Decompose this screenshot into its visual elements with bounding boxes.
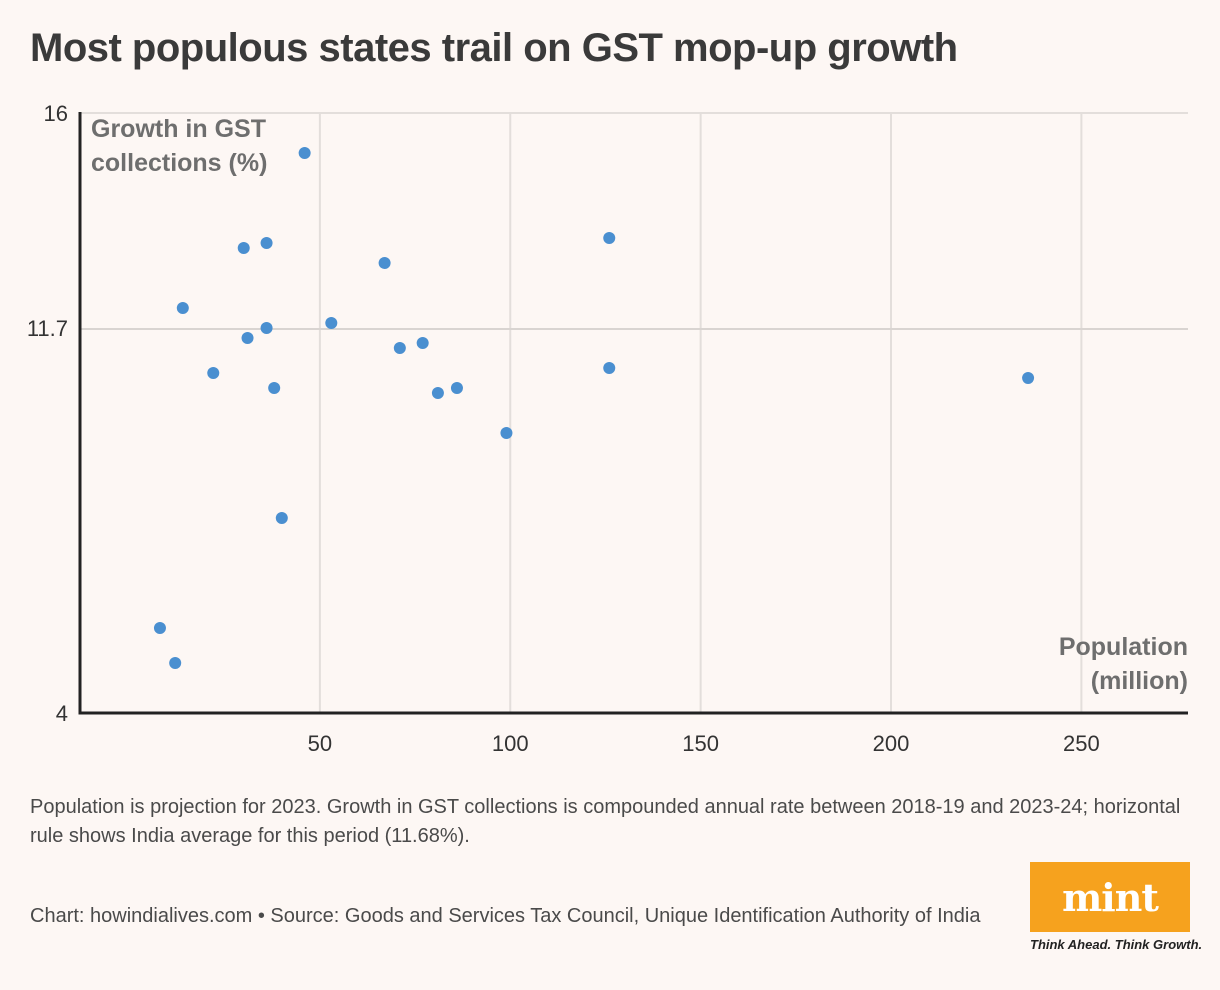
data-point-6 — [260, 322, 273, 334]
data-point-4 — [603, 232, 616, 244]
data-point-18 — [275, 512, 288, 524]
data-point-12 — [268, 382, 281, 394]
chart-title: Most populous states trail on GST mop-up… — [30, 26, 958, 70]
x-tick-label-200: 200 — [873, 731, 910, 756]
y-tick-label-2: 16 — [44, 101, 68, 126]
x-axis-label-line1: Population — [1058, 633, 1188, 661]
data-point-13 — [603, 362, 616, 374]
data-point-0 — [298, 147, 311, 159]
tick-labels: 50 100 150 200 250 4 11.7 16 — [27, 101, 1100, 756]
x-axis-label-line2: (million) — [1090, 667, 1188, 695]
x-tick-label-50: 50 — [308, 731, 332, 756]
data-point-16 — [450, 382, 463, 394]
data-point-8 — [325, 317, 338, 329]
data-point-10 — [416, 337, 429, 349]
data-points — [153, 147, 1035, 669]
data-point-14 — [1022, 372, 1035, 384]
mint-logo: mint — [1030, 862, 1190, 932]
data-point-15 — [431, 387, 444, 399]
data-point-7 — [241, 332, 254, 344]
logo-wordmark: mint — [1062, 874, 1159, 920]
grid-lines — [80, 112, 1188, 713]
data-point-2 — [260, 237, 273, 249]
y-tick-label-1: 11.7 — [27, 316, 68, 341]
x-tick-label-100: 100 — [492, 731, 529, 756]
y-axis-label-line2: collections (%) — [91, 149, 268, 177]
x-axis-label: Population (million) — [1008, 630, 1188, 698]
x-tick-label-150: 150 — [682, 731, 719, 756]
data-point-17 — [500, 427, 513, 439]
y-tick-label-0: 4 — [56, 701, 68, 726]
y-axis-label-line1: Growth in GST — [91, 115, 266, 143]
y-axis-label: Growth in GST collections (%) — [91, 112, 311, 180]
data-point-3 — [378, 257, 391, 269]
chart-source: Chart: howindialives.com • Source: Goods… — [30, 905, 981, 927]
scatter-chart: 50 100 150 200 250 4 11.7 16 — [27, 101, 1188, 756]
axes — [78, 112, 1188, 715]
data-point-9 — [393, 342, 406, 354]
logo-tagline: Think Ahead. Think Growth. — [1030, 937, 1203, 952]
data-point-5 — [176, 302, 189, 314]
data-point-20 — [169, 657, 182, 669]
data-point-11 — [207, 367, 220, 379]
data-point-1 — [237, 242, 250, 254]
x-tick-label-250: 250 — [1063, 731, 1100, 756]
chart-note: Population is projection for 2023. Growt… — [30, 796, 1181, 847]
data-point-19 — [153, 622, 166, 634]
